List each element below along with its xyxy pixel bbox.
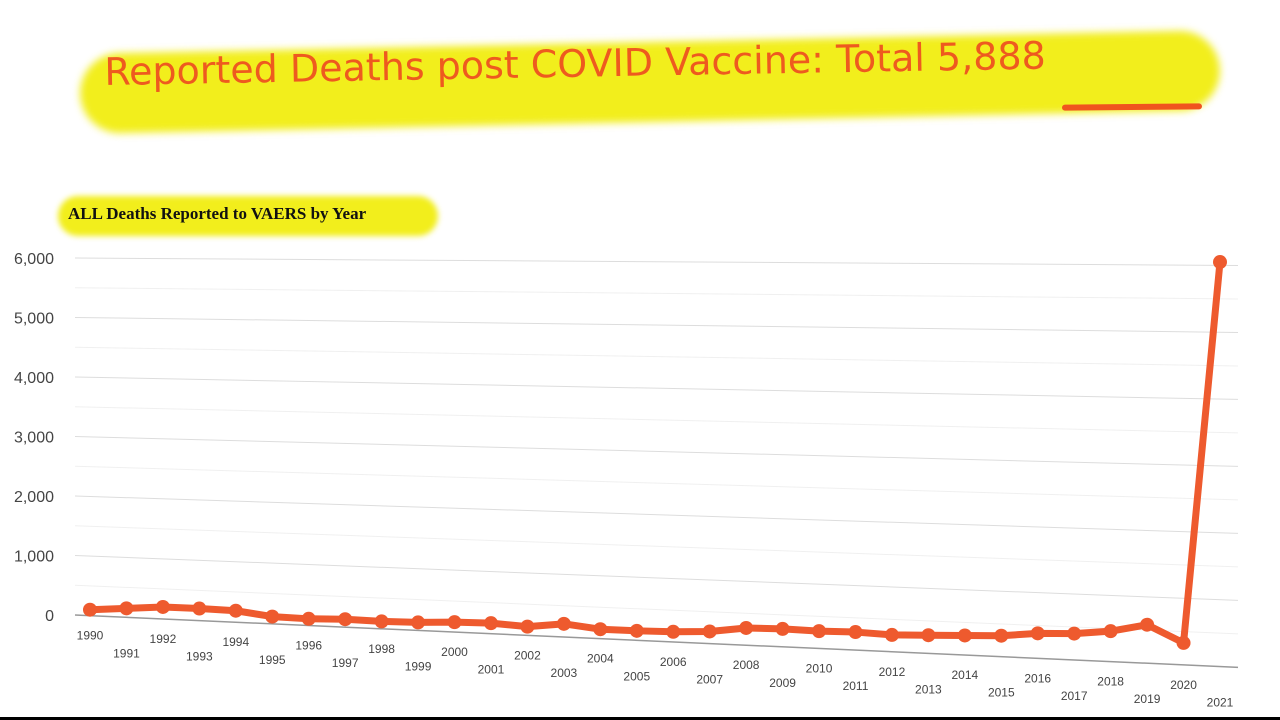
x-tick-label: 1994 — [222, 635, 249, 649]
x-tick-label: 1997 — [332, 656, 359, 670]
data-point — [411, 615, 426, 630]
x-tick-label: 2021 — [1207, 696, 1234, 710]
data-point — [338, 612, 353, 627]
x-tick-label: 2002 — [514, 648, 541, 662]
data-point — [155, 599, 170, 614]
x-tick-label: 2019 — [1134, 692, 1161, 706]
gridline — [74, 614, 1239, 669]
data-point — [228, 603, 243, 618]
data-point — [1140, 617, 1155, 632]
x-tick-label: 1993 — [186, 650, 213, 664]
y-tick-label: 5,000 — [14, 311, 54, 328]
data-point — [884, 627, 899, 642]
data-point — [593, 622, 608, 637]
x-tick-label: 2018 — [1097, 675, 1124, 689]
subtitle-highlight — [58, 196, 438, 236]
gridline — [74, 555, 1239, 601]
data-point — [957, 628, 972, 643]
data-point — [629, 623, 644, 638]
data-point — [739, 620, 754, 635]
data-point — [1103, 624, 1118, 639]
x-tick-label: 2003 — [551, 666, 578, 680]
x-tick-label: 1999 — [405, 659, 432, 673]
x-tick-label: 2014 — [951, 668, 978, 682]
x-tick-label: 2013 — [915, 682, 942, 696]
data-point — [1213, 255, 1227, 270]
x-tick-label: 2012 — [879, 665, 906, 679]
data-point — [192, 601, 207, 616]
data-point — [83, 602, 97, 617]
x-tick-label: 2000 — [441, 645, 468, 659]
x-tick-label: 1996 — [295, 639, 322, 653]
x-tick-label: 1995 — [259, 653, 286, 667]
x-tick-label: 2001 — [478, 663, 505, 677]
data-point — [374, 614, 389, 629]
x-tick-label: 1998 — [368, 642, 395, 656]
series-line — [89, 261, 1224, 647]
data-point — [265, 609, 280, 624]
minor-gridline — [74, 346, 1239, 367]
data-point — [666, 624, 681, 639]
x-tick-label: 1991 — [113, 646, 140, 660]
line-chart: 0 1,000 2,000 3,000 4,000 5,000 6,000 1990 1991 1… — [14, 251, 1239, 710]
gridline — [74, 376, 1239, 400]
x-tick-label: 2011 — [843, 679, 869, 693]
x-tick-label: 2005 — [623, 669, 650, 683]
data-point — [447, 615, 462, 630]
data-point — [921, 628, 936, 643]
gridline — [74, 495, 1239, 534]
minor-gridline — [74, 465, 1239, 501]
x-tick-label: 2017 — [1061, 689, 1088, 703]
data-point — [775, 621, 790, 636]
x-tick-label: 2010 — [806, 661, 833, 675]
y-tick-label: 6,000 — [14, 251, 54, 268]
data-point — [520, 619, 535, 634]
data-point — [812, 624, 827, 639]
bottom-border — [0, 717, 1280, 720]
title-total: 5,888 — [936, 33, 1047, 80]
minor-gridline — [74, 406, 1239, 434]
y-tick-label: 3,000 — [14, 430, 54, 447]
x-tick-label: 2009 — [769, 676, 796, 690]
x-tick-label: 1990 — [77, 629, 104, 643]
data-point — [301, 611, 316, 626]
data-point — [1176, 635, 1191, 650]
y-tick-label: 0 — [45, 608, 54, 625]
data-point — [1030, 626, 1045, 641]
x-tick-label: 2007 — [696, 673, 723, 687]
total-underline — [1061, 103, 1203, 111]
gridline — [74, 257, 1239, 266]
data-point — [1067, 626, 1082, 641]
y-tick-label: 1,000 — [14, 549, 54, 566]
chart-title: ALL Deaths Reported to VAERS by Year — [68, 204, 367, 223]
x-tick-label: 2006 — [660, 655, 687, 669]
data-point — [848, 625, 863, 640]
plot-area — [74, 255, 1239, 669]
x-tick-label: 2004 — [587, 652, 614, 666]
data-point — [483, 616, 498, 631]
gridline — [74, 436, 1239, 467]
x-tick-label: 2016 — [1024, 671, 1051, 685]
data-point — [702, 624, 717, 639]
y-tick-label: 4,000 — [14, 370, 54, 387]
data-point — [994, 628, 1009, 643]
x-tick-label: 2015 — [988, 686, 1015, 700]
y-tick-label: 2,000 — [14, 489, 54, 506]
minor-gridline — [74, 287, 1239, 300]
data-point — [556, 616, 571, 631]
minor-gridline — [74, 584, 1239, 635]
minor-gridline — [74, 525, 1239, 568]
x-tick-label: 2020 — [1170, 678, 1197, 692]
x-tick-label: 1992 — [150, 632, 177, 646]
data-point — [119, 601, 134, 616]
gridline — [74, 317, 1239, 333]
x-tick-label: 2008 — [733, 658, 760, 672]
